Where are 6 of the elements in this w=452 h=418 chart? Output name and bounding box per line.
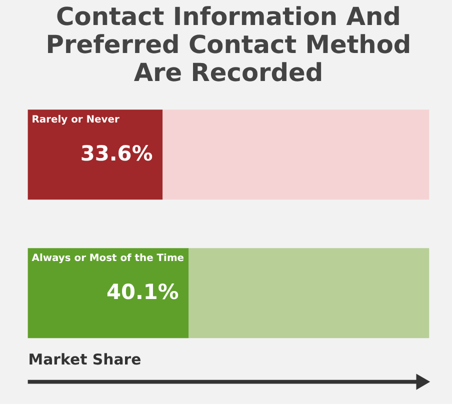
y-tick-label: Rarely or Never [32, 114, 120, 126]
x-axis-title: Market Share [28, 350, 142, 368]
data-label: 40.1% [106, 280, 179, 304]
y-tick-label: Always or Most of the Time [32, 253, 184, 264]
data-label: 33.6% [80, 142, 153, 166]
chart-title: Contact Information And Preferred Contact Method Are Recorded [46, 2, 412, 87]
